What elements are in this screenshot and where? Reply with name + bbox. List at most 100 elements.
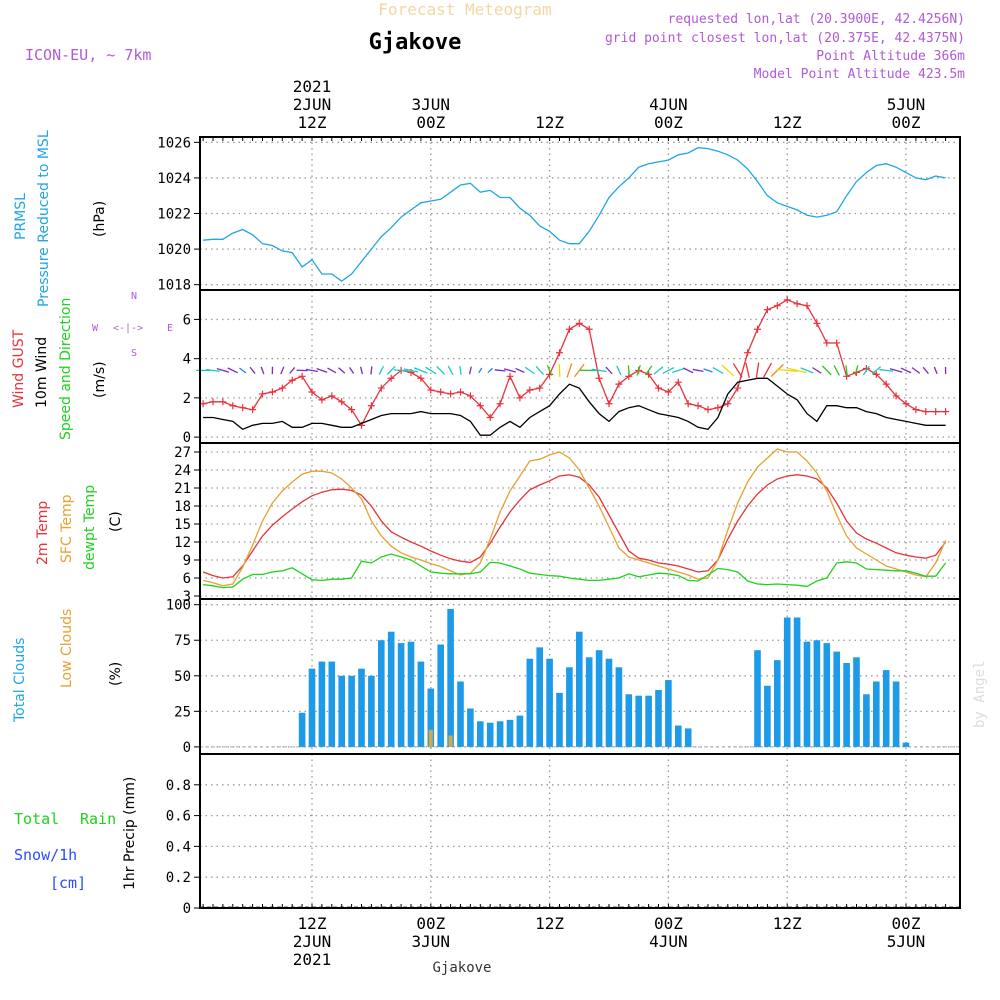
time-label-bottom: 12Z <box>535 914 564 933</box>
wind-dir-arrow <box>627 365 630 376</box>
total-cloud-bar <box>813 640 821 747</box>
wind-dir-arrow <box>503 368 517 373</box>
gust-marker <box>427 386 435 394</box>
wind-dir-arrow <box>712 366 724 374</box>
total-cloud-bar <box>684 728 692 747</box>
time-label-top: 3JUN <box>412 95 451 114</box>
gust-marker <box>437 388 445 396</box>
gust-marker <box>457 388 464 396</box>
total-cloud-bar <box>486 722 494 747</box>
sfc-temp-line <box>202 448 947 587</box>
wind-dir-arrow <box>616 365 622 376</box>
wind-dir-arrow <box>833 365 840 376</box>
gust-marker <box>466 392 474 400</box>
total-cloud-bar <box>457 681 464 747</box>
pressure-label-msl: Pressure Reduced to MSL <box>36 130 52 307</box>
gust-marker <box>793 300 801 308</box>
wind-dir-arrow <box>900 367 912 374</box>
gust-marker <box>763 306 771 314</box>
total-cloud-bar <box>387 631 395 747</box>
wind-dir-arrow <box>566 363 573 378</box>
total-cloud-bar <box>496 721 504 747</box>
gust-marker <box>754 325 761 333</box>
wind-dir-arrow <box>821 365 832 376</box>
time-label-bottom: 00Z <box>416 914 445 933</box>
wind-dir-arrow <box>922 366 929 374</box>
gust-marker <box>714 404 722 412</box>
wind-dir-arrow <box>425 366 437 375</box>
low-clouds-label: Low Clouds <box>59 609 75 688</box>
total-cloud-bar <box>358 668 365 747</box>
total-cloud-bar <box>397 643 405 747</box>
gust-marker <box>595 374 603 382</box>
gust-marker <box>328 392 336 400</box>
ytick-label: 15 <box>174 517 191 533</box>
gust-marker <box>565 325 573 333</box>
ytick-label: 6 <box>183 312 191 328</box>
total-cloud-bar <box>437 644 444 747</box>
gust-marker <box>318 396 326 404</box>
wind-gust-line <box>202 299 946 427</box>
wind-dir-arrow <box>636 365 641 376</box>
wind-dir-arrow <box>206 368 220 373</box>
total-cloud-bar <box>447 608 454 747</box>
wind-unit-label: (m/s) <box>92 361 108 398</box>
wind-dir-arrow <box>854 365 859 376</box>
total-cloud-bar <box>477 721 484 747</box>
wind-dir-arrow <box>671 367 685 374</box>
precip-total-label: Total <box>14 810 59 828</box>
precip-unit-label: 1hr Precip (mm) <box>122 777 138 890</box>
ytick-label: 27 <box>174 445 191 461</box>
ytick-label: 100 <box>166 598 191 614</box>
wind-dir-arrow <box>403 368 419 373</box>
wind-dir-arrow <box>862 365 870 376</box>
gust-marker <box>872 370 880 378</box>
model-label: ICON-EU, ~ 7km <box>25 46 151 64</box>
time-label-top: 5JUN <box>887 95 926 114</box>
ytick-label: 0 <box>183 740 191 756</box>
time-label-top: 12Z <box>298 113 327 132</box>
wind-dir-arrow <box>216 368 230 373</box>
precip-snow-label: Snow/1h <box>14 846 77 864</box>
location-title: Gjakove <box>369 30 462 55</box>
wind-dir-arrow <box>770 363 784 377</box>
time-label-bottom: 3JUN <box>412 932 451 951</box>
total-cloud-bar <box>675 725 682 747</box>
wind-dir-arrow <box>879 368 894 372</box>
total-cloud-bar <box>853 657 860 747</box>
precip-rain-label: Rain <box>80 810 116 828</box>
gust-marker <box>833 339 841 347</box>
wind-dir-arrow <box>447 365 454 376</box>
ytick-label: 18 <box>174 499 191 515</box>
time-label-top: 4JUN <box>649 95 688 114</box>
wind-dir-arrow <box>558 364 561 377</box>
cloud-labels: Total Clouds Low Clouds (%) <box>12 609 124 723</box>
total-cloud-bar <box>585 657 593 747</box>
total-cloud-bar <box>843 662 850 747</box>
total-cloud-bar <box>467 708 474 747</box>
wind-dir-arrow <box>249 366 256 374</box>
total-cloud-bar <box>803 641 811 747</box>
wind-dir-arrow <box>911 367 921 374</box>
precip-cm-label: [cm] <box>50 874 86 892</box>
gust-marker <box>278 384 286 392</box>
wind-dir-arrow <box>871 366 882 375</box>
wind-dir-arrow <box>755 362 760 379</box>
gust-marker <box>575 319 583 327</box>
ytick-label: 75 <box>174 633 191 649</box>
total-cloud-bar <box>526 658 534 747</box>
time-label-bottom: 12Z <box>773 914 802 933</box>
total-cloud-bar <box>823 643 831 747</box>
wind-dir-arrow <box>889 368 903 373</box>
total-cloud-bar <box>645 695 652 747</box>
gust-marker <box>249 406 257 414</box>
wind-dir-arrow <box>682 367 694 374</box>
temp-unit-label: (C) <box>108 511 124 532</box>
gust-marker <box>377 384 385 392</box>
total-cloud-bar <box>516 715 524 747</box>
total-cloud-bar <box>338 675 345 747</box>
compass-arrow: <-|-> <box>113 323 143 334</box>
total-cloud-bar <box>873 681 880 747</box>
forecast-title: Forecast Meteogram <box>378 0 551 19</box>
